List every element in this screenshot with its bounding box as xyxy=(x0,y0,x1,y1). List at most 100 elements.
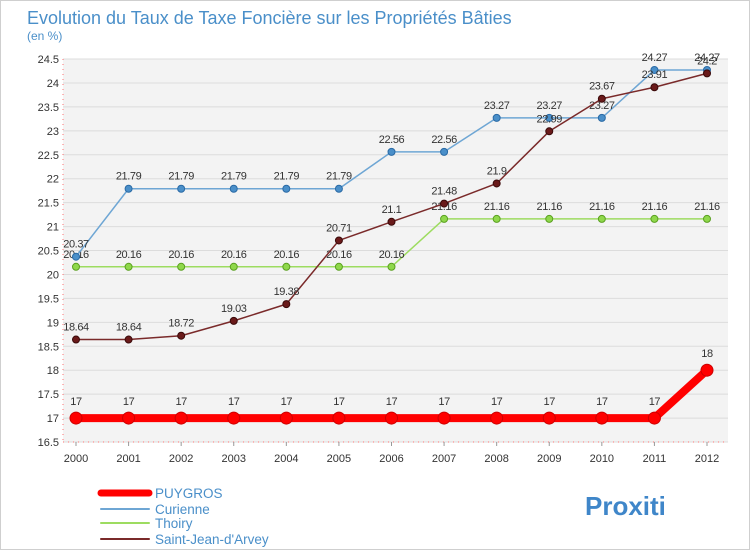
y-tick-label: 21.5 xyxy=(38,198,59,210)
data-label: 21.79 xyxy=(221,171,247,183)
legend-label: Saint-Jean-d'Arvey xyxy=(155,532,269,547)
data-label: 20.16 xyxy=(168,249,194,261)
data-point xyxy=(227,411,241,425)
brand-logo: Proxiti xyxy=(585,491,666,521)
data-label: 18.72 xyxy=(168,318,194,330)
data-point xyxy=(177,184,186,193)
gridlines xyxy=(63,58,728,443)
data-label: 23.67 xyxy=(589,81,615,93)
data-point xyxy=(650,83,659,92)
y-tick-label: 24 xyxy=(47,78,59,90)
data-point xyxy=(124,262,133,271)
data-label: 20.16 xyxy=(326,249,352,261)
data-label: 20.16 xyxy=(274,249,300,261)
data-point xyxy=(700,363,714,377)
data-point xyxy=(440,199,449,208)
data-point xyxy=(647,411,661,425)
x-tick-label: 2010 xyxy=(590,453,614,465)
data-point xyxy=(597,214,606,223)
x-tick-label: 2012 xyxy=(695,453,719,465)
series-saint-jean-d-arvey: 18.64 18.64 18.7219.0319.3820.7121.121.482… xyxy=(63,55,718,344)
x-tick-label: 2003 xyxy=(222,453,246,465)
data-point xyxy=(334,236,343,245)
data-label: 21.16 xyxy=(589,201,615,213)
legend-item: Saint-Jean-d'Arvey xyxy=(100,532,269,547)
data-point xyxy=(282,300,291,309)
series-puygros: 17 17 17 17 17 17 17 17 17 17 17 17 18 xyxy=(69,348,714,425)
data-label: 22.56 xyxy=(431,134,457,146)
y-tick-label: 24.5 xyxy=(38,54,59,66)
y-tick-label: 19.5 xyxy=(38,293,59,305)
x-tick-label: 2002 xyxy=(169,453,193,465)
data-point xyxy=(490,411,504,425)
axes: 16.5 17 17.5 18 18.5 19 19.5 20 20.5 21 21.5 22 22.5… xyxy=(38,54,728,465)
y-tick-label: 20.5 xyxy=(38,246,59,258)
x-tick-label: 2006 xyxy=(379,453,403,465)
data-label: 21.48 xyxy=(431,186,457,198)
data-point xyxy=(597,113,606,122)
legend-item: Curienne xyxy=(100,502,210,517)
data-point xyxy=(597,94,606,103)
data-label: 21.16 xyxy=(536,201,562,213)
y-tick-label: 18 xyxy=(47,365,59,377)
data-point xyxy=(492,113,501,122)
data-point xyxy=(229,184,238,193)
x-tick-label: 2004 xyxy=(274,453,298,465)
data-point xyxy=(334,262,343,271)
x-tick-label: 2011 xyxy=(643,453,667,465)
y-tick-label: 17.5 xyxy=(38,389,59,401)
data-label: 17 xyxy=(123,396,135,408)
data-label: 18.64 xyxy=(116,322,142,334)
data-point xyxy=(703,214,711,223)
x-tick-label: 2007 xyxy=(432,453,456,465)
data-label: 17 xyxy=(70,396,82,408)
data-label: 24.27 xyxy=(642,52,668,64)
brand-logo-text: Proxiti xyxy=(585,491,666,521)
data-label: 17 xyxy=(175,396,187,408)
data-label: 21.1 xyxy=(382,204,402,216)
data-point xyxy=(229,262,238,271)
y-tick-label: 16.5 xyxy=(38,437,59,449)
x-tick-label: 2005 xyxy=(327,453,351,465)
data-label: 21.79 xyxy=(326,171,352,183)
data-label: 17 xyxy=(281,396,293,408)
series-thoiry: 20.1620.1620.1620.1620.1620.1620.1621.16… xyxy=(63,201,720,271)
data-point xyxy=(72,335,80,344)
data-point xyxy=(122,411,136,425)
data-point xyxy=(437,411,451,425)
data-point xyxy=(545,214,554,223)
data-point xyxy=(703,69,711,78)
data-point xyxy=(334,184,343,193)
data-point xyxy=(545,113,554,122)
y-tick-label: 23 xyxy=(47,126,59,138)
data-point xyxy=(174,411,188,425)
data-point xyxy=(385,411,398,425)
data-point xyxy=(72,262,80,271)
data-point xyxy=(542,411,556,425)
series-layer: 20.1620.1620.1620.1620.1620.1620.1621.16… xyxy=(63,52,720,425)
x-tick-label: 2001 xyxy=(116,453,140,465)
data-point xyxy=(387,262,396,271)
y-tick-label: 17 xyxy=(47,413,59,425)
data-label: 20.37 xyxy=(63,239,89,251)
data-point xyxy=(650,66,659,75)
legend-label: PUYGROS xyxy=(155,486,223,501)
data-label: 21.79 xyxy=(274,171,300,183)
legend-label: Thoiry xyxy=(155,516,193,531)
data-label: 22.99 xyxy=(536,113,562,125)
chart-title: Evolution du Taux de Taxe Foncière sur l… xyxy=(27,8,512,28)
data-point xyxy=(279,411,293,425)
x-tick-label: 2000 xyxy=(64,453,88,465)
y-tick-label: 23.5 xyxy=(38,102,59,114)
data-label: 19.03 xyxy=(221,303,247,315)
data-label: 20.16 xyxy=(379,249,405,261)
data-point xyxy=(124,335,133,344)
data-point xyxy=(387,217,396,226)
data-label: 21.9 xyxy=(487,165,507,177)
data-label: 23.91 xyxy=(642,69,668,81)
data-label: 17 xyxy=(333,396,345,408)
legend-label: Curienne xyxy=(155,502,210,517)
y-tick-label: 22 xyxy=(47,174,59,186)
